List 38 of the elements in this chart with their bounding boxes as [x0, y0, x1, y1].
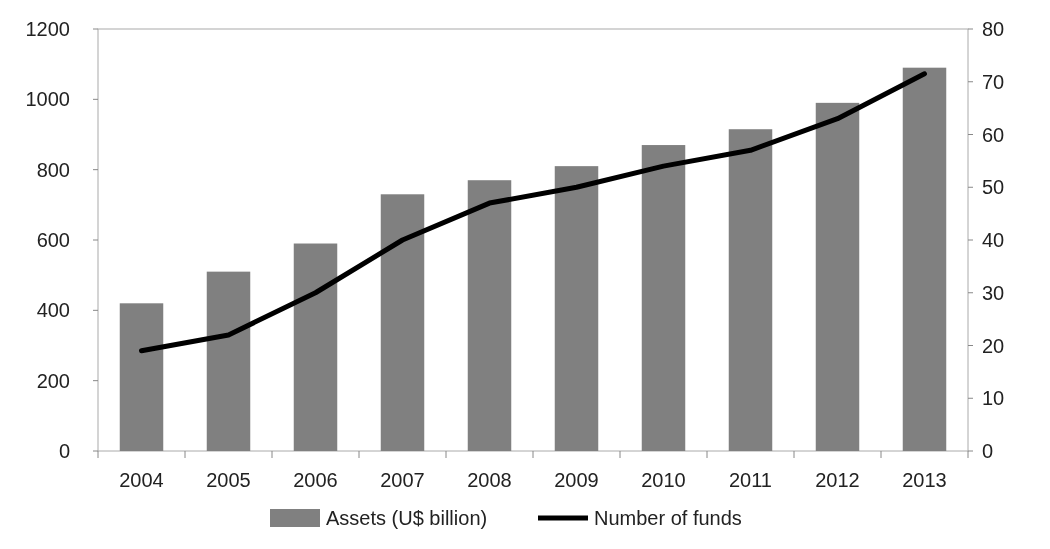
- y2-tick-label: 40: [982, 229, 1005, 251]
- y-tick-label: 800: [36, 158, 70, 181]
- y2-tick-label: 50: [982, 176, 1005, 199]
- x-tick-label: 2010: [641, 469, 686, 491]
- x-tick-label: 2004: [119, 469, 164, 491]
- bar: [119, 303, 164, 451]
- y-tick-label: 1000: [25, 88, 70, 111]
- x-tick-label: 2006: [293, 469, 338, 491]
- y-tick-label: 400: [36, 299, 70, 322]
- y-tick-label: 1200: [25, 18, 70, 40]
- y-tick-label: 0: [58, 440, 70, 462]
- x-tick-label: 2011: [728, 469, 773, 491]
- legend-label: Number of funds: [594, 507, 742, 529]
- bar: [902, 67, 947, 451]
- bar: [467, 180, 512, 451]
- y-tick-label: 200: [36, 369, 70, 392]
- legend-label: Assets (U$ billion): [326, 507, 488, 529]
- y2-tick-label: 0: [982, 440, 994, 462]
- x-tick-label: 2007: [380, 469, 425, 491]
- bar: [815, 102, 860, 451]
- bar: [380, 194, 425, 451]
- bar: [728, 129, 773, 451]
- bar: [293, 243, 338, 451]
- y2-tick-label: 30: [982, 281, 1005, 304]
- y2-tick-label: 60: [982, 123, 1005, 146]
- x-tick-label: 2005: [206, 469, 251, 491]
- x-tick-label: 2013: [902, 469, 947, 491]
- y2-tick-label: 20: [982, 334, 1005, 357]
- bar: [554, 166, 599, 451]
- y-tick-label: 600: [36, 229, 70, 251]
- bar: [206, 271, 251, 451]
- x-tick-label: 2009: [554, 469, 599, 491]
- x-tick-label: 2012: [815, 469, 860, 491]
- y2-tick-label: 10: [982, 387, 1005, 410]
- x-tick-label: 2008: [467, 469, 512, 491]
- y2-tick-label: 80: [982, 18, 1005, 40]
- bar: [641, 145, 686, 451]
- y2-tick-label: 70: [982, 70, 1005, 93]
